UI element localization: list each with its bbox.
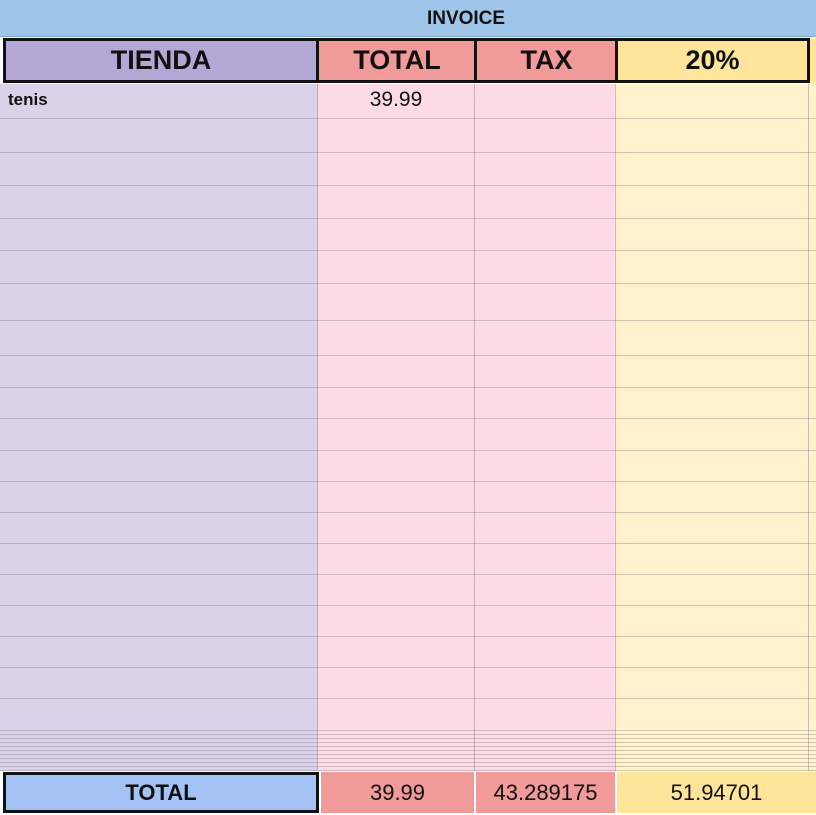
header-cell: TOTAL (319, 38, 475, 83)
column-bg (318, 84, 615, 771)
title-band (0, 0, 816, 37)
row-line (0, 770, 816, 771)
row-line (0, 512, 816, 513)
row-line (0, 734, 816, 735)
total-cell: 39.99 (369, 88, 423, 111)
row-line (0, 742, 816, 743)
header-cell: TAX (474, 38, 616, 83)
row-line (0, 481, 816, 482)
row-line (0, 758, 816, 759)
column-line (615, 84, 616, 771)
row-line (0, 320, 816, 321)
header-fill (810, 38, 816, 83)
column-line (808, 84, 809, 771)
row-line (0, 152, 816, 153)
row-line (0, 698, 816, 699)
row-line (0, 574, 816, 575)
row-line (0, 283, 816, 284)
row-line (0, 746, 816, 747)
row-line (0, 185, 816, 186)
footer-percent: 51.94701 (617, 772, 816, 813)
row-line (0, 218, 816, 219)
row-line (0, 667, 816, 668)
sheet-title: INVOICE (426, 7, 506, 29)
row-line (0, 355, 816, 356)
row-line (0, 605, 816, 606)
footer-label: TOTAL (3, 772, 319, 813)
column-bg (615, 84, 816, 771)
footer-total: 39.99 (321, 772, 474, 813)
row-line (0, 387, 816, 388)
row-line (0, 754, 816, 755)
row-line (0, 762, 816, 763)
row-line (0, 636, 816, 637)
item-cell: tenis (8, 90, 48, 109)
row-line (0, 750, 816, 751)
column-line (474, 84, 475, 771)
column-bg (0, 84, 318, 771)
header-cell: TIENDA (3, 38, 319, 83)
row-line (0, 738, 816, 739)
row-line (0, 730, 816, 731)
row-line (0, 543, 816, 544)
row-line (0, 418, 816, 419)
row-line (0, 766, 816, 767)
row-line (0, 450, 816, 451)
row-line (0, 250, 816, 251)
header-cell: 20% (615, 38, 810, 83)
footer-tax: 43.289175 (476, 772, 615, 813)
row-line (0, 118, 816, 119)
column-line (317, 84, 318, 771)
